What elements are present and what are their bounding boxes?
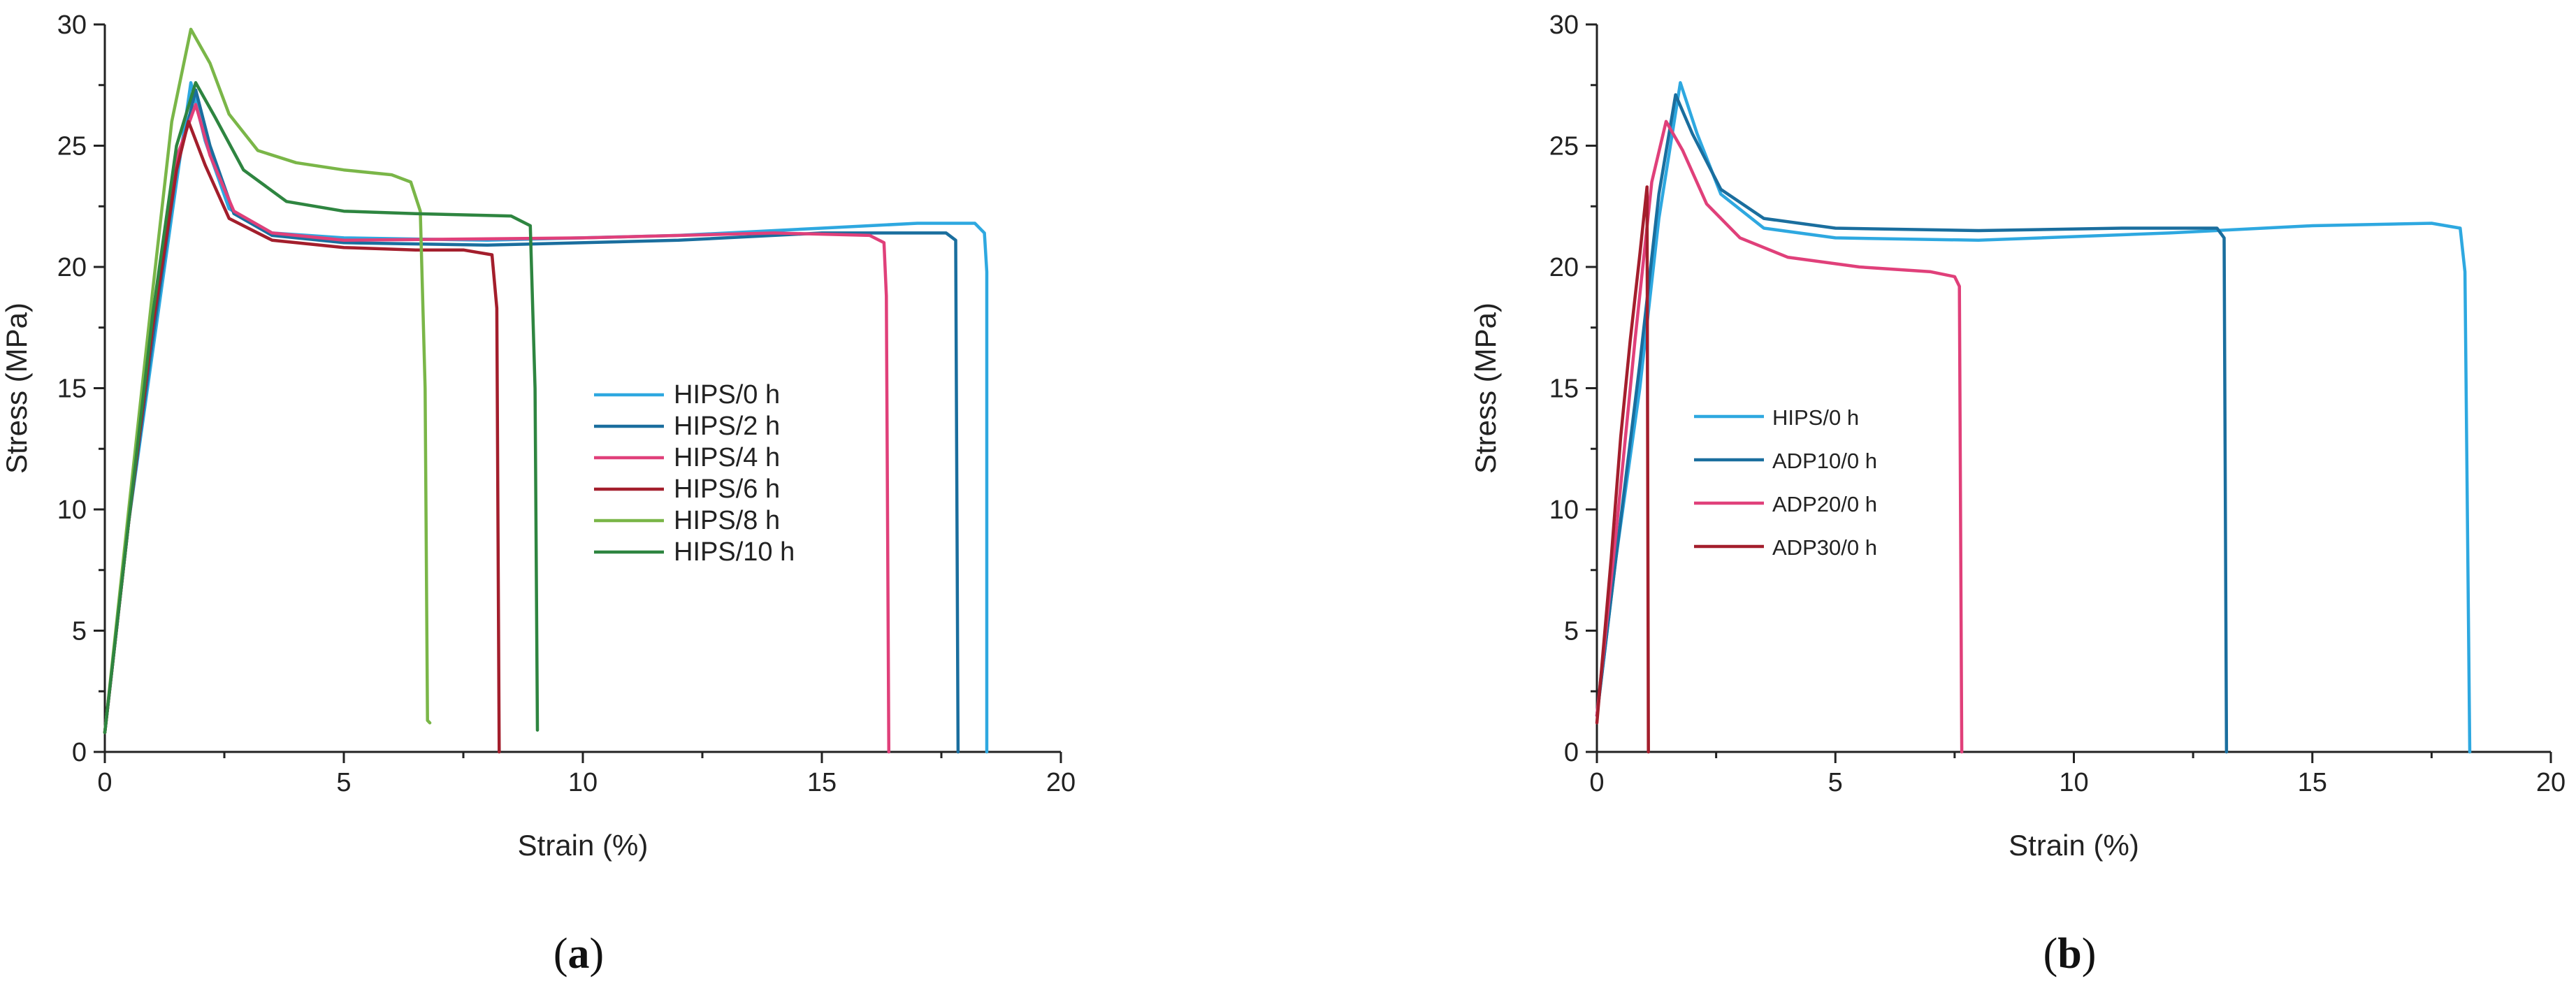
y-tick-label: 0 <box>1564 738 1579 767</box>
x-tick-label: 20 <box>1046 768 1076 797</box>
y-tick-label: 15 <box>57 375 87 404</box>
y-axis-title: Stress (MPa) <box>0 303 33 474</box>
legend: HIPS/0 h ADP10/0 h ADP20/0 h ADP30/0 h <box>1694 405 1877 560</box>
legend-label: HIPS/4 h <box>674 443 780 472</box>
x-axis-title: Strain (%) <box>2009 829 2139 862</box>
y-tick-label: 25 <box>1549 132 1579 161</box>
legend-label: HIPS/6 h <box>674 474 780 504</box>
y-tick-label: 0 <box>72 738 87 767</box>
series-line-adp10-0-h <box>1595 93 2229 754</box>
series-line-hips-8-h <box>103 27 432 734</box>
x-tick-label: 20 <box>2536 768 2566 797</box>
legend-label: HIPS/10 h <box>674 537 795 567</box>
x-tick-label: 15 <box>807 768 837 797</box>
x-tick-label: 0 <box>1589 768 1604 797</box>
series-line-hips-0-h <box>103 81 989 754</box>
y-tick-label: 30 <box>1549 10 1579 40</box>
panel-label: (b) <box>2043 930 2097 978</box>
y-tick-label: 10 <box>57 495 87 525</box>
legend-label: HIPS/0 h <box>674 380 780 409</box>
x-tick-label: 5 <box>1828 768 1843 797</box>
legend-label: ADP10/0 h <box>1772 449 1877 473</box>
legend-label: HIPS/2 h <box>674 412 780 441</box>
legend-label: HIPS/0 h <box>1772 405 1859 430</box>
legend-label: ADP30/0 h <box>1772 535 1877 560</box>
series-line-hips-10-h <box>103 81 540 734</box>
chart-b: 0 5 10 15 20 0 5 10 15 20 25 30 Strain (%) Stress (MP… <box>1469 10 2566 978</box>
x-axis-title: Strain (%) <box>518 829 649 862</box>
series-line-hips-6-h <box>103 119 501 754</box>
y-tick-label: 30 <box>57 10 87 40</box>
y-tick-label: 10 <box>1549 495 1579 525</box>
y-tick-label: 20 <box>57 253 87 282</box>
series-line-adp20-0-h <box>1595 119 1964 754</box>
x-tick-label: 0 <box>97 768 112 797</box>
series-line-adp30-0-h <box>1595 185 1650 754</box>
x-tick-label: 10 <box>568 768 598 797</box>
x-tick-label: 10 <box>2059 768 2088 797</box>
x-tick-label: 5 <box>336 768 351 797</box>
y-tick-label: 25 <box>57 132 87 161</box>
chart-a: 0 5 10 15 20 0 5 10 15 20 25 30 Strain (%) Stress (MP… <box>0 10 1076 978</box>
y-tick-label: 15 <box>1549 375 1579 404</box>
series-line-hips-2-h <box>103 88 960 754</box>
y-tick-label: 5 <box>72 617 87 646</box>
legend-label: HIPS/8 h <box>674 506 780 535</box>
y-tick-label: 20 <box>1549 253 1579 282</box>
x-tick-label: 15 <box>2298 768 2327 797</box>
y-tick-label: 5 <box>1564 617 1579 646</box>
y-axis-title: Stress (MPa) <box>1469 303 1502 474</box>
panel-label: (a) <box>553 930 604 978</box>
series-line-hips-0-h <box>1595 81 2472 754</box>
legend-label: ADP20/0 h <box>1772 492 1877 516</box>
